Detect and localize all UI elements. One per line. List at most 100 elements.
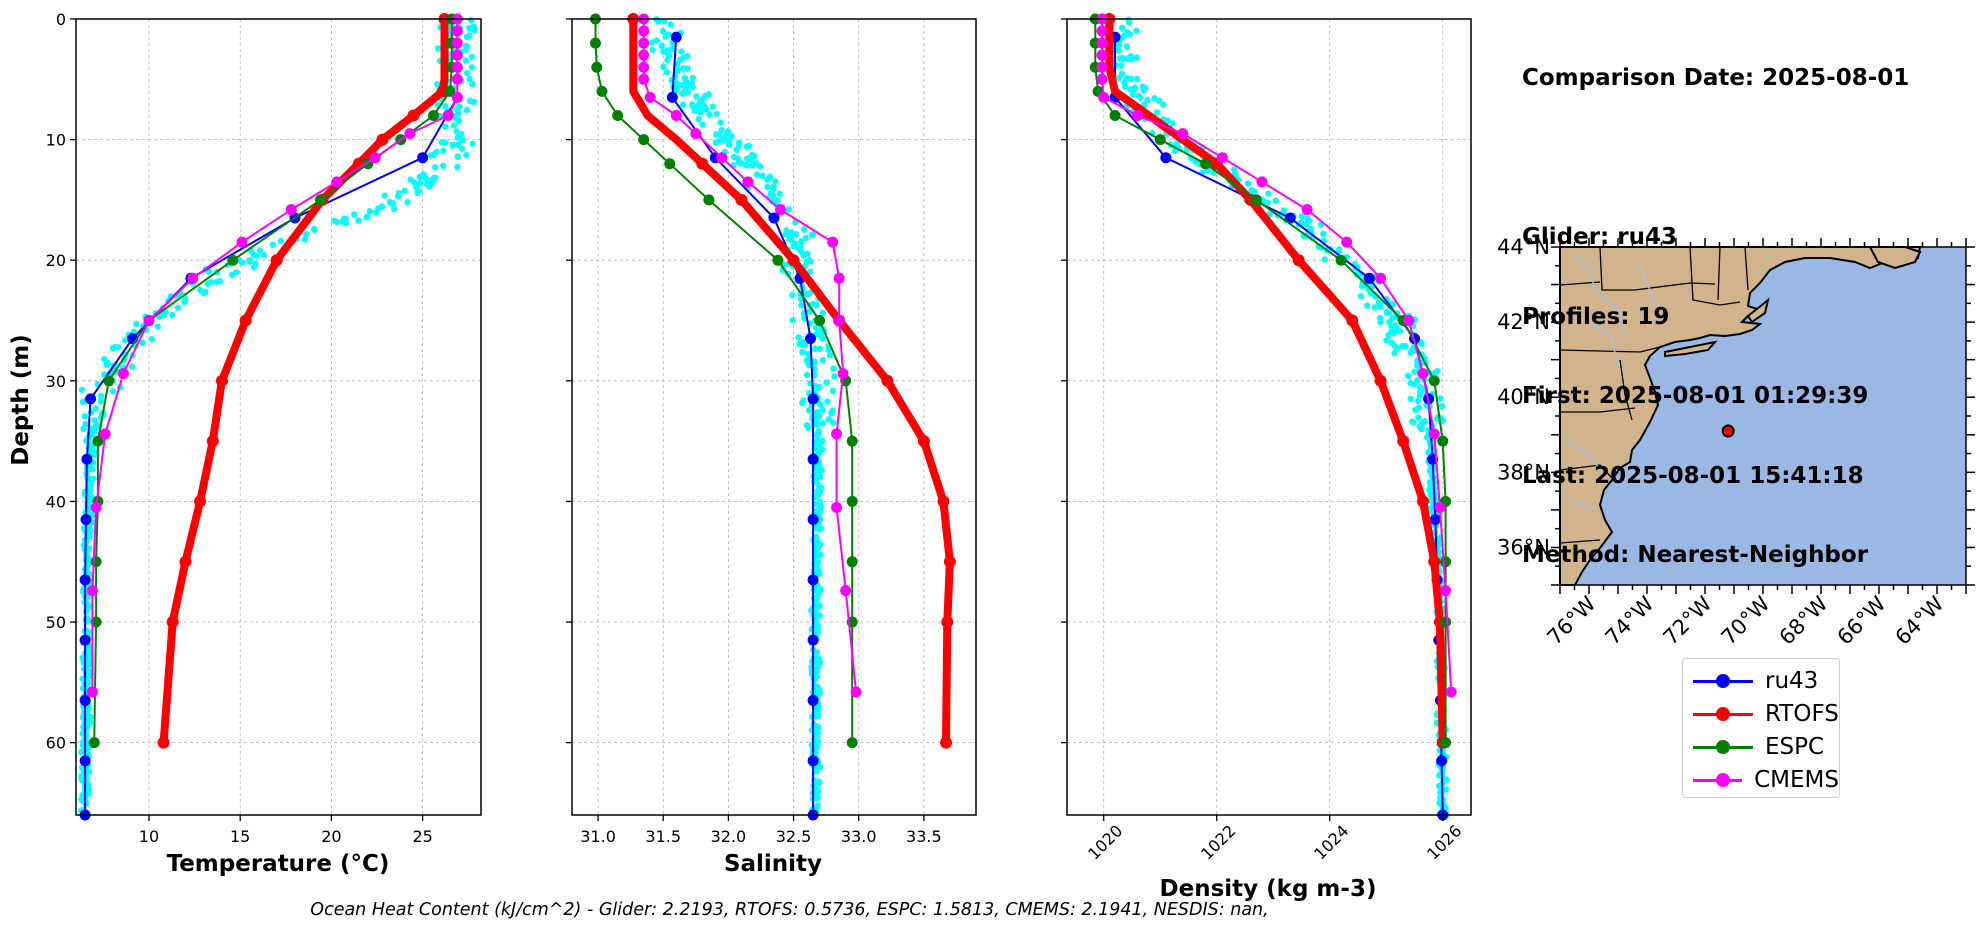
series-point-ru43 [81, 453, 93, 465]
raw-glider-point [169, 311, 176, 319]
raw-glider-point [743, 162, 751, 169]
map-cape-cod [1746, 297, 1770, 324]
location-map: 44°N 42°N 40°N 38°N 36°N 76°W 74°W 72°W 70°W 68°… [1497, 235, 1975, 650]
raw-glider-point [463, 106, 471, 114]
legend-item-cmems: CMEMS [1683, 763, 1839, 796]
map-lat-label: 38°N [1497, 460, 1550, 484]
raw-glider-point [1265, 190, 1272, 197]
series-point-ru43 [807, 755, 819, 767]
map-lon-label: 74°W [1601, 591, 1659, 649]
raw-glider-point [1164, 117, 1171, 124]
series-point-espc [612, 109, 624, 121]
map-lon-labels: 76°W 74°W 72°W 70°W 68°W 66°W 64°W [1543, 591, 1949, 649]
series-point-ru43 [670, 31, 682, 43]
raw-glider-point [381, 192, 388, 199]
raw-glider-point [804, 250, 811, 258]
series-point-ru43 [807, 574, 819, 586]
raw-glider-point [797, 244, 804, 251]
series-point-ru43 [807, 453, 819, 465]
series-point-rtofs [941, 616, 954, 629]
series-point-espc [846, 435, 858, 447]
series-point-cmems [837, 368, 849, 380]
raw-glider-point [1321, 256, 1328, 263]
raw-glider-point [663, 68, 671, 76]
raw-glider-point [433, 148, 440, 156]
series-point-rtofs [1292, 254, 1305, 267]
raw-glider-point [817, 525, 825, 532]
legend-swatch [1693, 671, 1753, 691]
raw-glider-point [829, 407, 836, 414]
raw-glider-point [1127, 54, 1135, 61]
raw-glider-point [766, 173, 774, 181]
series-point-cmems [833, 272, 845, 284]
x-tick-label: 1020 [1084, 821, 1126, 863]
raw-glider-point [825, 416, 833, 423]
series-point-ru43 [79, 574, 91, 586]
x-tick-label: 32.0 [711, 827, 747, 846]
raw-glider-point [743, 155, 751, 162]
raw-glider-point [85, 781, 92, 788]
raw-glider-point [718, 126, 725, 134]
raw-glider-point [440, 147, 447, 154]
series-point-espc [103, 375, 115, 387]
raw-glider-point [769, 192, 777, 199]
raw-glider-point [830, 365, 837, 372]
raw-glider-point [1386, 318, 1393, 326]
raw-glider-point [366, 207, 374, 215]
series-point-rtofs [239, 314, 252, 327]
series-point-espc [772, 254, 784, 266]
raw-glider-point [814, 430, 821, 437]
series-point-cmems [1096, 73, 1108, 85]
profile-count: Profiles: 19 [1522, 303, 1670, 330]
series-point-rtofs [1416, 495, 1429, 508]
map-lat-label: 36°N [1497, 535, 1550, 559]
raw-glider-point [649, 46, 656, 54]
raw-glider-point [693, 93, 700, 100]
raw-glider-point [303, 231, 310, 238]
raw-glider-point [1383, 309, 1391, 316]
raw-glider-point [789, 316, 797, 324]
raw-glider-point [104, 360, 112, 367]
series-point-rtofs [166, 616, 179, 629]
raw-glider-point [1118, 62, 1125, 69]
raw-glider-point [1133, 54, 1141, 61]
raw-glider-point [1304, 215, 1311, 222]
series-point-cmems [644, 91, 656, 103]
x-tick-label: 20 [321, 827, 341, 846]
raw-glider-point [660, 48, 667, 55]
series-point-cmems [442, 109, 454, 121]
raw-glider-point [813, 409, 821, 416]
series-point-cmems [404, 128, 416, 140]
raw-glider-point [428, 152, 435, 159]
x-axis-label-density: Density (kg m-3) [1160, 876, 1377, 902]
x-tick-label: 31.0 [580, 827, 616, 846]
raw-glider-point [1153, 109, 1161, 116]
x-tick-label: 31.5 [645, 827, 681, 846]
raw-glider-point [82, 420, 89, 428]
raw-glider-point [816, 345, 823, 352]
series-point-cmems [331, 176, 343, 188]
raw-glider-point [801, 342, 809, 349]
series-point-ru43 [666, 91, 678, 103]
series-point-cmems [638, 37, 650, 49]
raw-glider-point [207, 278, 215, 286]
raw-glider-point [467, 17, 475, 24]
raw-glider-point [1244, 180, 1252, 187]
raw-glider-point [1415, 414, 1422, 421]
series-point-cmems [1256, 176, 1268, 188]
raw-glider-point [706, 111, 713, 118]
raw-glider-point [463, 42, 471, 50]
raw-glider-point [1116, 41, 1123, 49]
raw-glider-point [831, 373, 838, 380]
series-point-cmems [143, 315, 155, 327]
raw-glider-point [1307, 225, 1315, 233]
series-point-cmems [1096, 49, 1108, 61]
raw-glider-point [785, 206, 793, 213]
raw-glider-point [660, 63, 667, 70]
raw-glider-point [679, 90, 686, 97]
map-ticks [1551, 238, 1975, 594]
glider-name: Glider: ru43 [1522, 224, 1677, 250]
raw-glider-point [789, 291, 796, 299]
raw-glider-point [1416, 384, 1424, 391]
raw-glider-point [81, 413, 89, 420]
